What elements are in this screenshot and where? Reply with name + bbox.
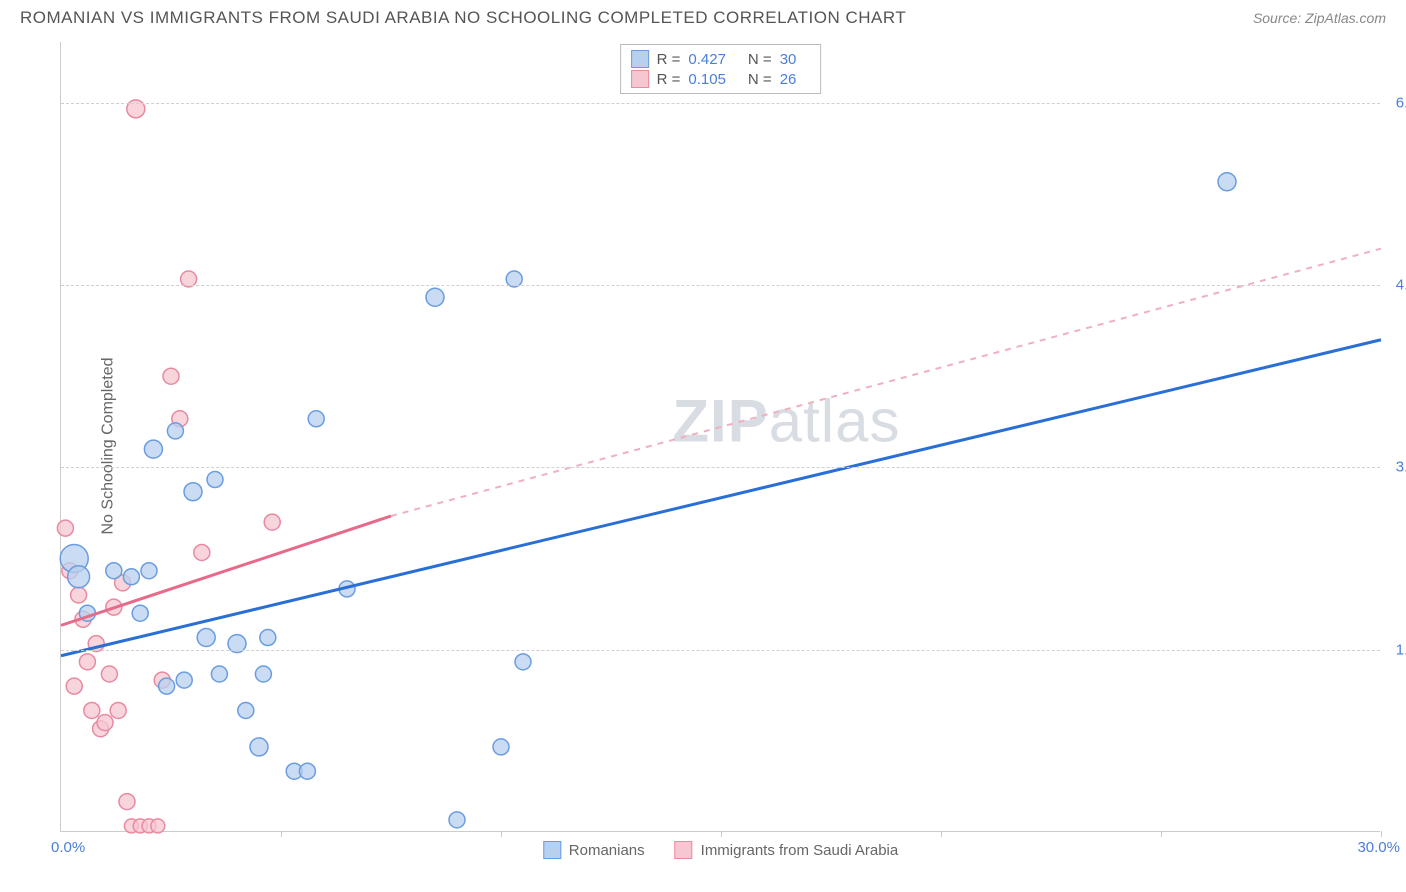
y-tick-label: 6.0%: [1396, 94, 1406, 111]
scatter-point: [260, 630, 276, 646]
source-label: Source: ZipAtlas.com: [1253, 10, 1386, 26]
scatter-point: [163, 368, 179, 384]
scatter-point: [66, 678, 82, 694]
y-tick-label: 1.5%: [1396, 641, 1406, 658]
scatter-point: [101, 666, 117, 682]
series-legend-label: Immigrants from Saudi Arabia: [701, 842, 899, 859]
x-tick: [1161, 831, 1162, 837]
scatter-point: [264, 514, 280, 530]
scatter-point: [426, 288, 444, 306]
x-tick: [501, 831, 502, 837]
scatter-point: [1218, 173, 1236, 191]
scatter-point: [71, 587, 87, 603]
x-axis-max-label: 30.0%: [1357, 839, 1400, 856]
grid-line: [61, 285, 1380, 286]
scatter-point: [176, 672, 192, 688]
legend-swatch: [543, 841, 561, 859]
scatter-point: [84, 702, 100, 718]
trend-line: [391, 249, 1381, 516]
scatter-point: [515, 654, 531, 670]
x-tick: [941, 831, 942, 837]
scatter-point: [255, 666, 271, 682]
x-axis-min-label: 0.0%: [51, 839, 85, 856]
trend-line: [61, 340, 1381, 656]
scatter-point: [97, 715, 113, 731]
scatter-point: [123, 569, 139, 585]
scatter-point: [449, 812, 465, 828]
series-legend-item: Romanians: [543, 841, 645, 859]
scatter-point: [194, 544, 210, 560]
scatter-point: [141, 563, 157, 579]
grid-line: [61, 103, 1380, 104]
scatter-point: [57, 520, 73, 536]
y-tick-label: 3.0%: [1396, 459, 1406, 476]
scatter-point: [151, 819, 165, 833]
scatter-point: [119, 794, 135, 810]
scatter-point: [79, 654, 95, 670]
scatter-point: [144, 440, 162, 458]
scatter-point: [167, 423, 183, 439]
x-tick: [721, 831, 722, 837]
series-legend-item: Immigrants from Saudi Arabia: [675, 841, 899, 859]
x-tick: [281, 831, 282, 837]
scatter-point: [493, 739, 509, 755]
scatter-point: [184, 483, 202, 501]
scatter-point: [110, 702, 126, 718]
series-legend: Romanians Immigrants from Saudi Arabia: [543, 841, 898, 859]
scatter-plot-svg: [61, 42, 1380, 831]
y-tick-label: 4.5%: [1396, 277, 1406, 294]
scatter-point: [159, 678, 175, 694]
grid-line: [61, 467, 1380, 468]
scatter-point: [250, 738, 268, 756]
scatter-point: [308, 411, 324, 427]
scatter-point: [207, 472, 223, 488]
scatter-point: [132, 605, 148, 621]
scatter-point: [197, 629, 215, 647]
chart-plot-area: R = 0.427 N = 30R = 0.105 N = 26 ZIPatla…: [60, 42, 1380, 832]
x-tick: [1381, 831, 1382, 837]
scatter-point: [238, 702, 254, 718]
scatter-point: [68, 566, 90, 588]
scatter-point: [211, 666, 227, 682]
grid-line: [61, 650, 1380, 651]
series-legend-label: Romanians: [569, 842, 645, 859]
scatter-point: [299, 763, 315, 779]
legend-swatch: [675, 841, 693, 859]
scatter-point: [106, 563, 122, 579]
chart-title: ROMANIAN VS IMMIGRANTS FROM SAUDI ARABIA…: [20, 8, 906, 28]
